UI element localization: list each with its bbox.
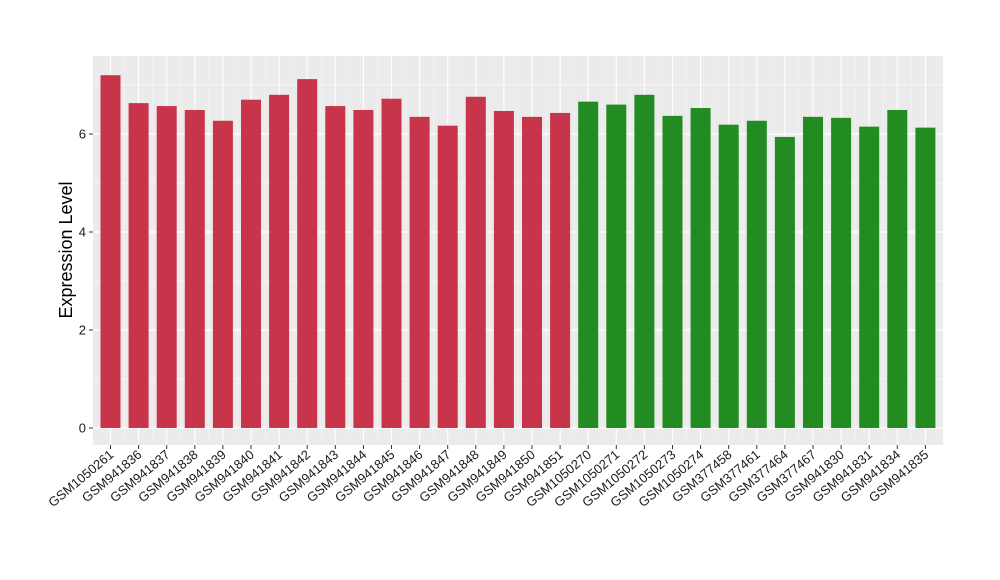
- bar-GSM941840: [241, 99, 261, 428]
- bar-GSM941836: [128, 103, 149, 428]
- bar-GSM1050261: [100, 75, 121, 428]
- bar-GSM1050273: [662, 115, 683, 429]
- bars: [100, 75, 936, 429]
- x-axis: GSM1050261GSM941836GSM941837GSM941838GSM…: [45, 445, 931, 510]
- y-tick-label: 0: [79, 421, 86, 436]
- bar-GSM941830: [831, 117, 852, 428]
- bar-GSM1050271: [606, 104, 627, 428]
- bar-GSM941844: [353, 109, 374, 429]
- bar-GSM941850: [522, 116, 542, 428]
- y-axis-title: Expression Level: [56, 181, 76, 318]
- bar-GSM377458: [718, 124, 739, 428]
- bar-GSM1050274: [690, 108, 711, 428]
- bar-GSM941849: [493, 110, 514, 428]
- bar-GSM941843: [325, 106, 346, 428]
- bar-GSM1050272: [634, 94, 655, 429]
- bar-GSM941834: [887, 109, 908, 429]
- y-tick-label: 2: [79, 323, 86, 338]
- y-tick-label: 4: [79, 225, 86, 240]
- bar-GSM941839: [212, 120, 233, 429]
- y-axis: 0 2 4 6: [79, 127, 93, 436]
- bar-GSM377464: [774, 136, 795, 428]
- bar-GSM941845: [381, 98, 402, 428]
- bar-GSM377467: [803, 116, 823, 428]
- grid-minor-lines: [93, 56, 943, 445]
- bar-GSM941848: [465, 96, 486, 428]
- bar-GSM941835: [915, 127, 936, 428]
- bar-GSM941851: [550, 112, 571, 429]
- bar-GSM377461: [746, 120, 767, 429]
- bar-GSM1050270: [578, 101, 599, 428]
- bar-GSM941837: [156, 106, 177, 428]
- y-tick-label: 6: [79, 127, 86, 142]
- bar-GSM941842: [297, 79, 318, 429]
- bar-GSM941838: [184, 109, 205, 429]
- bar-GSM941831: [859, 126, 880, 429]
- bar-GSM941847: [437, 125, 458, 429]
- bar-GSM941841: [269, 94, 290, 429]
- bar-GSM941846: [409, 116, 430, 428]
